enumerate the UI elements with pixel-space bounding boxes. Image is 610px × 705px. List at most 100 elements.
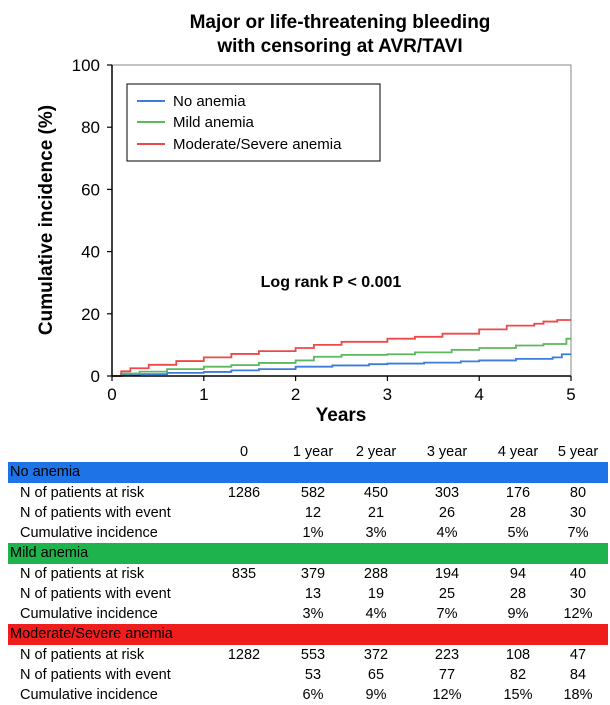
y-tick-label: 0 xyxy=(91,367,100,386)
risk-row-label: N of patients at risk xyxy=(20,485,145,501)
y-ticks: 0 20 40 60 80 100 xyxy=(72,56,112,386)
legend-label-no-anemia: No anemia xyxy=(173,93,246,110)
x-ticks: 0 1 2 3 4 5 xyxy=(107,376,576,404)
x-tick-label: 4 xyxy=(474,385,483,404)
risk-cell: 6% xyxy=(302,687,324,703)
col-header-3: 3 year xyxy=(426,444,468,460)
col-header-1: 1 year xyxy=(292,444,334,460)
x-tick-label: 0 xyxy=(107,385,116,404)
curves-group xyxy=(112,319,571,377)
risk-table: 0 1 year 2 year 3 year 4 year 5 year No … xyxy=(8,442,608,705)
risk-cell: 223 xyxy=(434,647,460,663)
col-header-0: 0 xyxy=(239,444,249,460)
series-line-mild-anemia xyxy=(112,337,571,377)
risk-cell: 9% xyxy=(507,606,529,622)
risk-table-header: 0 1 year 2 year 3 year 4 year 5 year xyxy=(8,442,608,462)
risk-table-row: N of patients at risk 1286 582 450 303 176 80 xyxy=(8,483,608,503)
risk-cell: 18% xyxy=(563,687,593,703)
risk-cell: 3% xyxy=(302,606,324,622)
y-tick-label: 40 xyxy=(81,243,100,262)
risk-row-label: Cumulative incidence xyxy=(20,687,158,703)
risk-cell: 108 xyxy=(505,647,531,663)
risk-cell: 3% xyxy=(365,525,387,541)
risk-cell: 84 xyxy=(569,667,587,683)
risk-row-label: N of patients with event xyxy=(20,586,171,602)
col-header-5: 5 year xyxy=(557,444,599,460)
risk-cell: 379 xyxy=(300,566,326,582)
risk-cell: 553 xyxy=(300,647,326,663)
risk-row-label: Cumulative incidence xyxy=(20,525,158,541)
risk-cell: 28 xyxy=(509,505,527,521)
y-tick-label: 100 xyxy=(72,56,100,75)
risk-table-row: N of patients with event 53 65 77 82 84 xyxy=(8,665,608,685)
risk-cell: 12% xyxy=(563,606,593,622)
risk-cell: 30 xyxy=(569,586,587,602)
x-tick-label: 5 xyxy=(566,385,575,404)
risk-group-header: No anemia xyxy=(8,462,608,483)
risk-table-row: N of patients with event 13 19 25 28 30 xyxy=(8,584,608,604)
x-tick-label: 3 xyxy=(383,385,392,404)
risk-row-label: Cumulative incidence xyxy=(20,606,158,622)
risk-cell: 450 xyxy=(363,485,389,501)
chart-title-line-1: Major or life-threatening bleeding xyxy=(190,12,491,33)
risk-cell: 94 xyxy=(509,566,527,582)
risk-cell: 28 xyxy=(509,586,527,602)
legend-label-mild-anemia: Mild anemia xyxy=(173,114,255,131)
legend: No anemia Mild anemia Moderate/Severe an… xyxy=(126,83,381,162)
y-axis-label: Cumulative incidence (%) xyxy=(36,105,57,335)
risk-cell: 1% xyxy=(302,525,324,541)
risk-cell: 26 xyxy=(438,505,456,521)
risk-cell: 65 xyxy=(367,667,385,683)
risk-cell: 53 xyxy=(304,667,322,683)
risk-cell: 9% xyxy=(365,687,387,703)
chart-title-line-2: with censoring at AVR/TAVI xyxy=(216,36,462,57)
col-header-2: 2 year xyxy=(355,444,397,460)
risk-table-row: Cumulative incidence 3% 4% 7% 9% 12% xyxy=(8,604,608,624)
risk-cell: 82 xyxy=(509,667,527,683)
risk-cell: 13 xyxy=(304,586,322,602)
risk-cell: 7% xyxy=(436,606,458,622)
risk-table-row: N of patients with event 12 21 26 28 30 xyxy=(8,503,608,523)
risk-cell: 582 xyxy=(300,485,326,501)
risk-cell: 4% xyxy=(365,606,387,622)
risk-cell: 5% xyxy=(507,525,529,541)
risk-cell: 80 xyxy=(569,485,587,501)
risk-cell: 176 xyxy=(505,485,531,501)
risk-cell: 21 xyxy=(367,505,385,521)
risk-row-label: N of patients with event xyxy=(20,505,171,521)
risk-row-label: N of patients with event xyxy=(20,667,171,683)
risk-cell: 19 xyxy=(367,586,385,602)
risk-table-row: Cumulative incidence 1% 3% 4% 5% 7% xyxy=(8,523,608,543)
risk-cell: 12% xyxy=(432,687,462,703)
x-tick-label: 2 xyxy=(291,385,300,404)
x-tick-label: 1 xyxy=(199,385,208,404)
risk-table-row: N of patients at risk 1282 553 372 223 108 47 xyxy=(8,645,608,665)
risk-cell: 15% xyxy=(503,687,533,703)
risk-cell: 7% xyxy=(567,525,589,541)
risk-group-header: Mild anemia xyxy=(8,543,608,564)
risk-cell: 1286 xyxy=(227,485,261,501)
risk-groups: No anemia N of patients at risk 1286 582 450… xyxy=(8,462,608,705)
risk-cell: 303 xyxy=(434,485,460,501)
legend-box xyxy=(126,83,381,162)
risk-cell: 194 xyxy=(434,566,460,582)
legend-label-moderate-severe-anemia: Moderate/Severe anemia xyxy=(173,136,342,153)
risk-cell: 25 xyxy=(438,586,456,602)
risk-group-header: Moderate/Severe anemia xyxy=(8,624,608,645)
y-tick-label: 80 xyxy=(81,118,100,137)
risk-cell: 372 xyxy=(363,647,389,663)
log-rank-annotation: Log rank P < 0.001 xyxy=(261,274,402,291)
risk-table-row: N of patients at risk 835 379 288 194 94 40 xyxy=(8,564,608,584)
y-tick-label: 60 xyxy=(81,180,100,199)
risk-cell: 30 xyxy=(569,505,587,521)
risk-cell: 47 xyxy=(569,647,587,663)
km-chart: Major or life-threatening bleeding with … xyxy=(36,12,576,426)
series-line-no-anemia xyxy=(112,353,571,377)
risk-cell: 4% xyxy=(436,525,458,541)
x-axis-label: Years xyxy=(316,405,367,426)
risk-cell: 12 xyxy=(304,505,322,521)
risk-cell: 40 xyxy=(569,566,587,582)
risk-cell: 835 xyxy=(231,566,257,582)
series-line-moderate-severe-anemia xyxy=(112,319,571,377)
y-tick-label: 20 xyxy=(81,305,100,324)
